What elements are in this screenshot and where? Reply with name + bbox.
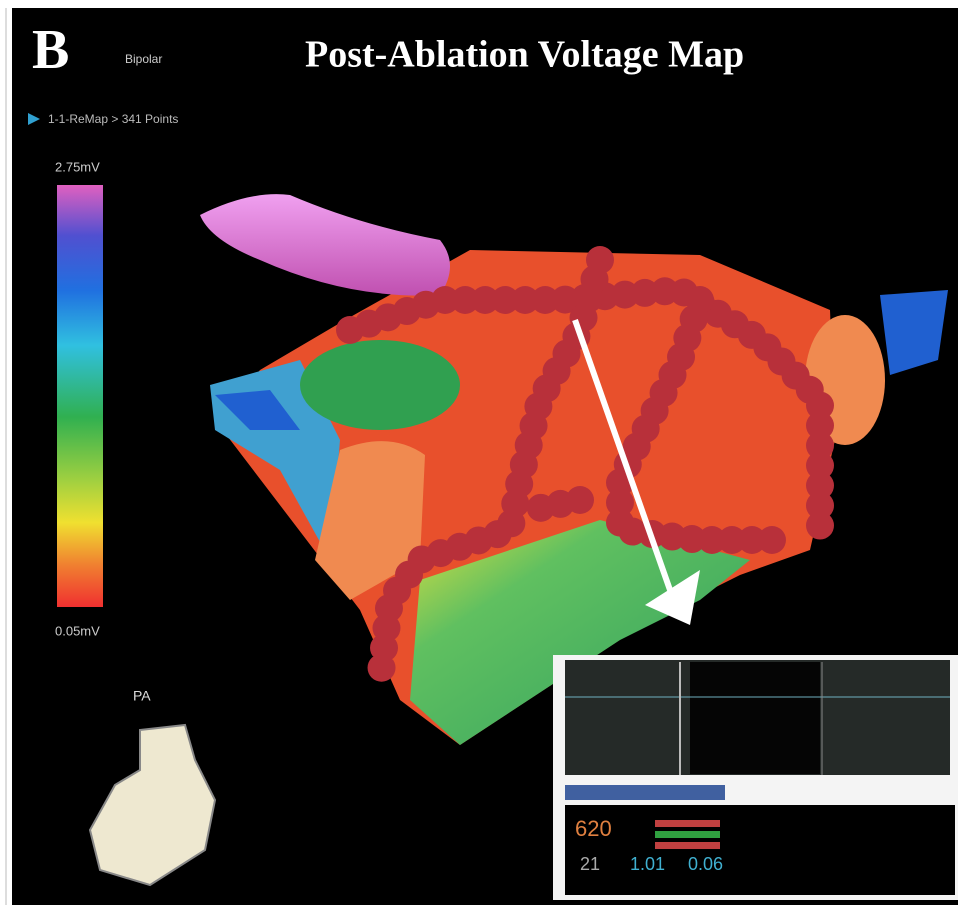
map-label: 1-1-ReMap > 341 Points bbox=[48, 112, 178, 126]
mode-label: Bipolar bbox=[125, 52, 162, 66]
panel-label: B bbox=[32, 19, 69, 81]
readout: 21 bbox=[580, 854, 600, 874]
colorbar bbox=[57, 185, 103, 607]
readout: 1.01 bbox=[630, 854, 665, 874]
readout: 0.06 bbox=[688, 854, 723, 874]
figure: B Bipolar Post-Ablation Voltage Map 1-1-… bbox=[0, 0, 961, 909]
orientation-label: PA bbox=[133, 688, 151, 704]
readout: 620 bbox=[575, 816, 612, 841]
colorbar-max: 2.75mV bbox=[55, 159, 100, 174]
colorbar-min: 0.05mV bbox=[55, 623, 100, 638]
inset-panel: 620 21 1.01 0.06 bbox=[553, 655, 958, 900]
title: Post-Ablation Voltage Map bbox=[305, 34, 744, 76]
